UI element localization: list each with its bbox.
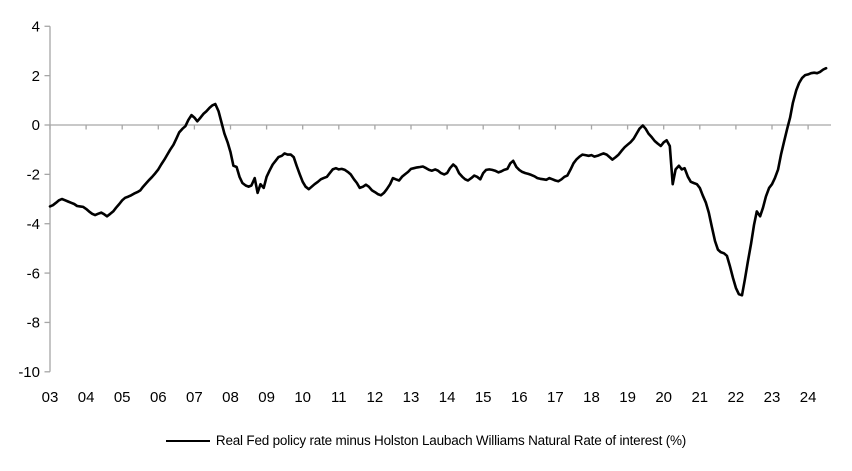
x-axis-label: 14 bbox=[439, 389, 456, 406]
x-axis-ticks bbox=[49, 125, 809, 130]
x-axis-label: 22 bbox=[728, 389, 745, 406]
x-axis-label: 13 bbox=[403, 389, 420, 406]
x-axis-label: 11 bbox=[331, 389, 347, 406]
x-axis-label: 19 bbox=[619, 389, 636, 406]
data-series-line bbox=[48, 66, 828, 297]
x-axis-label: 15 bbox=[475, 389, 492, 406]
x-axis-label: 21 bbox=[691, 389, 708, 406]
x-axis-labels: 03 04 05 06 07 08 09 10 11 12 13 14 15 16 17 18 19 20 21 22… bbox=[42, 389, 817, 406]
y-axis bbox=[44, 25, 51, 373]
y-axis-label: 4 bbox=[32, 18, 40, 35]
y-axis-label: 2 bbox=[32, 68, 40, 85]
x-axis-label: 09 bbox=[258, 389, 275, 406]
legend-label: Real Fed policy rate minus Holston Lauba… bbox=[215, 433, 687, 448]
x-axis-label: 20 bbox=[655, 389, 672, 406]
x-axis-label: 24 bbox=[800, 389, 817, 406]
x-axis-label: 16 bbox=[511, 389, 528, 406]
y-axis-label: -4 bbox=[27, 216, 40, 233]
x-axis-label: 18 bbox=[583, 389, 600, 406]
x-axis-label: 10 bbox=[294, 389, 311, 406]
x-axis-label: 05 bbox=[114, 389, 131, 406]
x-axis-label: 04 bbox=[78, 389, 95, 406]
x-axis-label: 08 bbox=[222, 389, 239, 406]
x-axis-label: 12 bbox=[367, 389, 384, 406]
y-axis-label: -6 bbox=[27, 265, 40, 282]
x-axis-label: 03 bbox=[42, 389, 59, 406]
x-axis-label: 23 bbox=[764, 389, 781, 406]
y-axis-label: -10 bbox=[18, 364, 40, 381]
y-axis-label: -2 bbox=[27, 167, 40, 184]
x-axis-label: 17 bbox=[547, 389, 564, 406]
y-axis-tick-labels: 4 2 0 -2 -4 -6 -8 -10 bbox=[18, 18, 40, 381]
y-axis-label: -8 bbox=[27, 315, 40, 332]
x-axis-label: 07 bbox=[186, 389, 203, 406]
x-axis-label: 06 bbox=[150, 389, 167, 406]
y-axis-label: 0 bbox=[32, 117, 40, 134]
legend-line-sample bbox=[165, 439, 210, 442]
legend: Real Fed policy rate minus Holston Lauba… bbox=[0, 433, 852, 448]
